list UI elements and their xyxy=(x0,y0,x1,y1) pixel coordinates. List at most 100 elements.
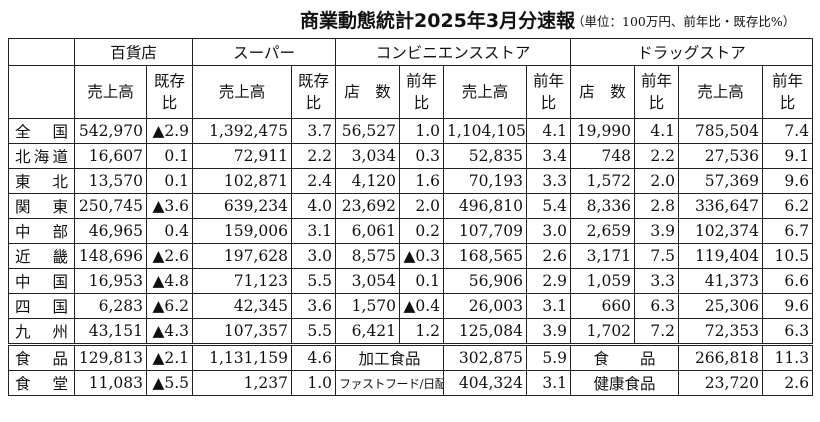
cvs-category: ファストフード/日配 xyxy=(335,370,445,396)
dept-sales: 11,083 xyxy=(74,370,147,396)
col-drug-yoy: 前年比 xyxy=(762,65,814,119)
drug-stores: 2,659 xyxy=(570,218,636,244)
cvs-yoy: 5.9 xyxy=(526,344,572,371)
dept-sales: 542,970 xyxy=(74,118,147,144)
super-existing: 3.0 xyxy=(291,243,337,269)
dept-existing: ▲4.8 xyxy=(146,268,194,294)
cvs-sales: 107,709 xyxy=(443,218,528,244)
dept-sales: 148,696 xyxy=(74,243,147,269)
header-row-groups: 百貨店 スーパー コンビニエンスストア ドラッグストア xyxy=(8,38,814,66)
cvs-stores-yoy: 2.0 xyxy=(399,193,445,219)
drug-sales: 41,373 xyxy=(678,268,764,294)
cvs-yoy: 3.1 xyxy=(526,293,572,319)
table-row: 中国 16,953 ▲4.8 71,123 5.5 3,054 0.1 56,9… xyxy=(8,268,814,294)
drug-yoy: 10.5 xyxy=(762,243,814,269)
drug-sales: 102,374 xyxy=(678,218,764,244)
cvs-stores: 8,575 xyxy=(335,243,401,269)
drug-yoy: 9.6 xyxy=(762,293,814,319)
cvs-stores-yoy: 0.2 xyxy=(399,218,445,244)
drug-sales: 119,404 xyxy=(678,243,764,269)
cvs-stores-yoy: 1.0 xyxy=(399,118,445,144)
dept-existing: 0.4 xyxy=(146,218,194,244)
cvs-sales: 1,104,105 xyxy=(443,118,528,144)
drug-stores: 8,336 xyxy=(570,193,636,219)
cvs-sales: 168,565 xyxy=(443,243,528,269)
super-sales: 1,237 xyxy=(192,370,293,396)
drug-yoy: 6.6 xyxy=(762,268,814,294)
dept-sales: 16,953 xyxy=(74,268,147,294)
drug-stores: 748 xyxy=(570,143,636,169)
col-cvs-stores-yoy: 前年比 xyxy=(399,65,445,119)
region-name: 近畿 xyxy=(8,243,75,269)
super-existing: 3.6 xyxy=(291,293,337,319)
cvs-yoy: 2.9 xyxy=(526,268,572,294)
super-sales: 1,392,475 xyxy=(192,118,293,144)
cvs-yoy: 3.9 xyxy=(526,318,572,346)
col-cvs-stores: 店 数 xyxy=(335,65,401,119)
super-existing: 1.0 xyxy=(291,370,337,396)
dept-existing: ▲2.1 xyxy=(146,344,194,371)
drug-stores-yoy: 2.2 xyxy=(634,143,680,169)
cvs-sales: 404,324 xyxy=(443,370,528,396)
super-sales: 1,131,159 xyxy=(192,344,293,371)
dept-sales: 129,813 xyxy=(74,344,147,371)
super-existing: 5.5 xyxy=(291,268,337,294)
super-existing: 3.1 xyxy=(291,218,337,244)
drug-sales: 23,720 xyxy=(678,370,764,396)
table-row: 中部 46,965 0.4 159,006 3.1 6,061 0.2 107,… xyxy=(8,218,814,244)
category-row: 食堂 11,083 ▲5.5 1,237 1.0 ファストフード/日配 404,… xyxy=(8,370,814,396)
cvs-yoy: 2.6 xyxy=(526,243,572,269)
super-existing: 3.7 xyxy=(291,118,337,144)
dept-existing: 0.1 xyxy=(146,168,194,194)
cvs-stores-yoy: 1.2 xyxy=(399,318,445,346)
cvs-stores: 56,527 xyxy=(335,118,401,144)
region-name: 中国 xyxy=(8,268,75,294)
drug-yoy: 7.4 xyxy=(762,118,814,144)
dept-existing: ▲3.6 xyxy=(146,193,194,219)
super-existing: 4.0 xyxy=(291,193,337,219)
col-drug-stores-yoy: 前年比 xyxy=(634,65,680,119)
cvs-yoy: 5.4 xyxy=(526,193,572,219)
dept-sales: 46,965 xyxy=(74,218,147,244)
drug-sales: 27,536 xyxy=(678,143,764,169)
cvs-stores-yoy: ▲0.3 xyxy=(399,243,445,269)
region-name: 北海道 xyxy=(8,143,75,169)
cvs-stores-yoy: 1.6 xyxy=(399,168,445,194)
drug-yoy: 2.6 xyxy=(762,370,814,396)
region-name: 東北 xyxy=(8,168,75,194)
drug-category: 食 品 xyxy=(570,344,680,371)
drug-stores-yoy: 4.1 xyxy=(634,118,680,144)
category-row: 食品 129,813 ▲2.1 1,131,159 4.6 加工食品 302,8… xyxy=(8,344,814,371)
dept-existing: 0.1 xyxy=(146,143,194,169)
group-department: 百貨店 xyxy=(74,38,194,66)
super-sales: 107,357 xyxy=(192,318,293,346)
drug-yoy: 6.2 xyxy=(762,193,814,219)
group-supermarket: スーパー xyxy=(192,38,337,66)
dept-existing: ▲6.2 xyxy=(146,293,194,319)
region-name: 四国 xyxy=(8,293,75,319)
cvs-stores: 6,061 xyxy=(335,218,401,244)
table-row: 北海道 16,607 0.1 72,911 2.2 3,034 0.3 52,8… xyxy=(8,143,814,169)
group-convenience: コンビニエンスストア xyxy=(335,38,572,66)
cvs-sales: 496,810 xyxy=(443,193,528,219)
drug-yoy: 9.6 xyxy=(762,168,814,194)
cvs-sales: 302,875 xyxy=(443,344,528,371)
drug-stores-yoy: 2.0 xyxy=(634,168,680,194)
super-sales: 72,911 xyxy=(192,143,293,169)
drug-yoy: 11.3 xyxy=(762,344,814,371)
dept-sales: 6,283 xyxy=(74,293,147,319)
drug-stores: 3,171 xyxy=(570,243,636,269)
drug-sales: 72,353 xyxy=(678,318,764,346)
cvs-stores: 4,120 xyxy=(335,168,401,194)
drug-stores: 1,059 xyxy=(570,268,636,294)
cvs-stores: 3,034 xyxy=(335,143,401,169)
cvs-sales: 125,084 xyxy=(443,318,528,346)
drug-stores-yoy: 6.3 xyxy=(634,293,680,319)
col-super-sales: 売上高 xyxy=(192,65,293,119)
cvs-yoy: 3.4 xyxy=(526,143,572,169)
table-row: 全国 542,970 ▲2.9 1,392,475 3.7 56,527 1.0… xyxy=(8,118,814,144)
super-existing: 2.4 xyxy=(291,168,337,194)
drug-stores: 1,572 xyxy=(570,168,636,194)
region-name: 全国 xyxy=(8,118,75,144)
drug-sales: 266,818 xyxy=(678,344,764,371)
